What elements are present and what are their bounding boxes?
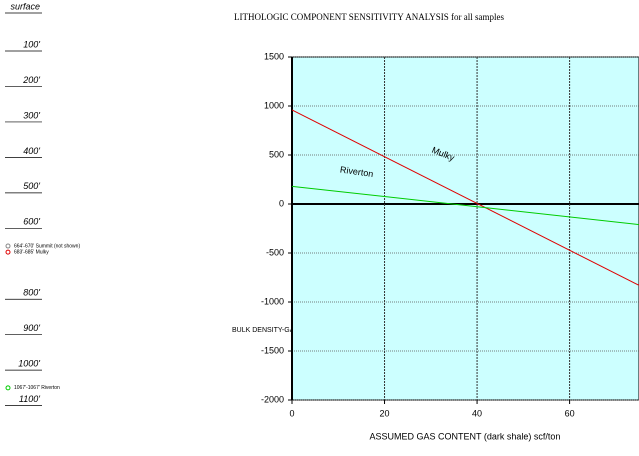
- x-axis-label: ASSUMED GAS CONTENT (dark shale) scf/ton: [370, 431, 561, 441]
- y-tick-label: 0: [279, 198, 284, 208]
- y-tick-label: -2000: [261, 394, 284, 404]
- depth-label: 600': [23, 217, 40, 227]
- marker-dot: [5, 249, 11, 255]
- marker-dot: [5, 385, 11, 391]
- depth-label: 300': [23, 110, 40, 120]
- depth-label: 500': [23, 181, 40, 191]
- y-tick-label: 1500: [264, 51, 284, 61]
- depth-label: 800': [23, 288, 40, 298]
- marker-label: 664'-670' Summit (not shown): [14, 243, 80, 249]
- series-label: Riverton: [339, 164, 374, 179]
- x-tick-label: 0: [289, 408, 294, 418]
- y-tick-label: 1000: [264, 100, 284, 110]
- plot-area: [291, 56, 639, 401]
- marker-label: 1067'-1067' Riverton: [14, 385, 60, 391]
- y-tick-label: -1000: [261, 296, 284, 306]
- x-tick-label: 40: [472, 408, 482, 418]
- y-tick-label: 500: [269, 149, 284, 159]
- y-tick-label: -1500: [261, 345, 284, 355]
- depth-label: 200': [22, 75, 40, 85]
- chart-title: LITHOLOGIC COMPONENT SENSITIVITY ANALYSI…: [234, 12, 505, 22]
- series-line: [291, 109, 639, 286]
- depth-label: 900': [23, 323, 40, 333]
- depth-label: 100': [23, 39, 40, 49]
- depth-label: 1100': [19, 394, 40, 404]
- depth-label: surface: [10, 1, 40, 11]
- marker-dot: [5, 243, 11, 249]
- marker-label: 683'-685' Mulky: [14, 249, 49, 255]
- x-tick-label: 20: [380, 408, 390, 418]
- x-tick-label: 60: [565, 408, 575, 418]
- y-tick-label: -500: [266, 247, 284, 257]
- series-line: [291, 185, 639, 226]
- depth-label: 1000': [18, 359, 40, 369]
- depth-label: 400': [23, 146, 40, 156]
